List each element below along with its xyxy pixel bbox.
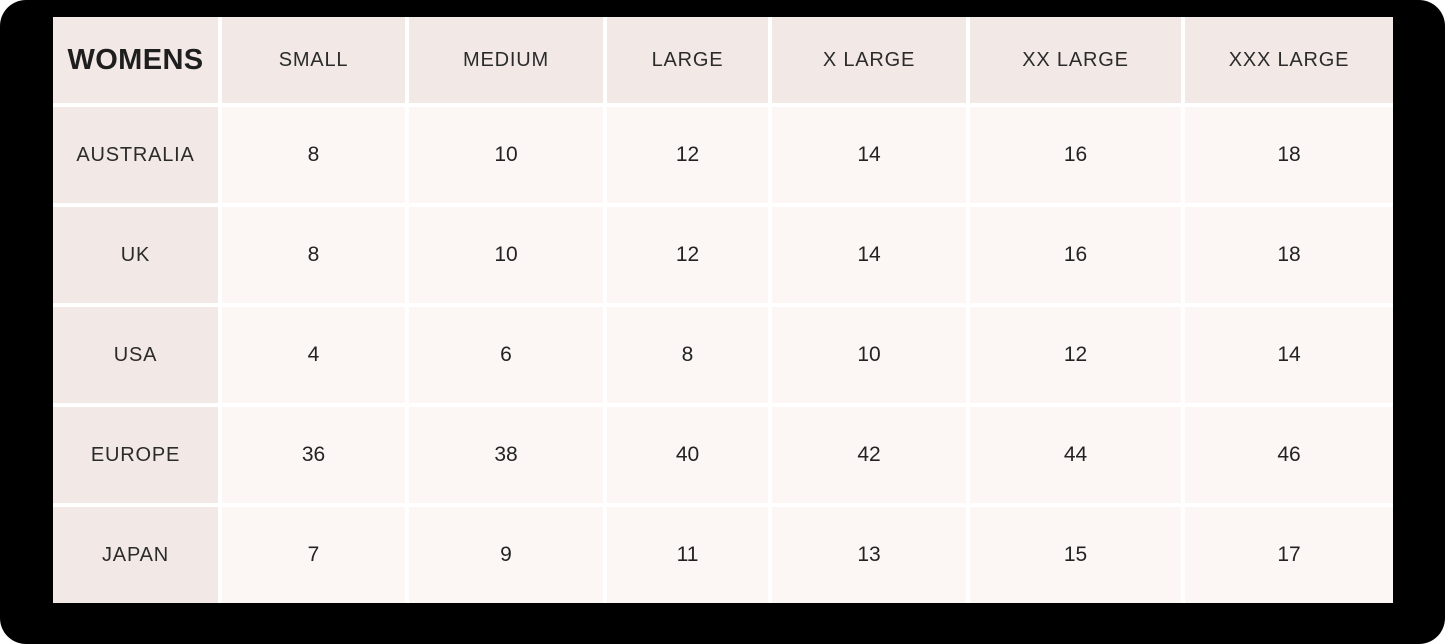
size-cell-usa-medium: 6 (409, 307, 603, 403)
size-cell-europe-medium: 38 (409, 407, 603, 503)
size-cell-usa-x-large: 10 (772, 307, 966, 403)
size-cell-uk-medium: 10 (409, 207, 603, 303)
size-cell-europe-small: 36 (222, 407, 405, 503)
size-cell-japan-large: 11 (607, 507, 768, 603)
size-cell-uk-large: 12 (607, 207, 768, 303)
size-cell-australia-xxx-large: 18 (1185, 107, 1393, 203)
size-cell-japan-xx-large: 15 (970, 507, 1181, 603)
size-cell-europe-x-large: 42 (772, 407, 966, 503)
size-cell-europe-xx-large: 44 (970, 407, 1181, 503)
size-cell-usa-large: 8 (607, 307, 768, 403)
column-header-small: SMALL (222, 17, 405, 103)
size-cell-uk-small: 8 (222, 207, 405, 303)
size-cell-australia-x-large: 14 (772, 107, 966, 203)
size-cell-japan-xxx-large: 17 (1185, 507, 1393, 603)
column-header-xx-large: XX LARGE (970, 17, 1181, 103)
row-label-japan: JAPAN (53, 507, 218, 603)
size-cell-japan-x-large: 13 (772, 507, 966, 603)
column-header-xxx-large: XXX LARGE (1185, 17, 1393, 103)
column-header-medium: MEDIUM (409, 17, 603, 103)
size-cell-usa-small: 4 (222, 307, 405, 403)
row-label-europe: EUROPE (53, 407, 218, 503)
size-cell-usa-xx-large: 12 (970, 307, 1181, 403)
size-cell-japan-medium: 9 (409, 507, 603, 603)
size-cell-australia-medium: 10 (409, 107, 603, 203)
column-header-x-large: X LARGE (772, 17, 966, 103)
table-title: WOMENS (53, 17, 218, 103)
size-cell-japan-small: 7 (222, 507, 405, 603)
size-cell-europe-large: 40 (607, 407, 768, 503)
size-cell-usa-xxx-large: 14 (1185, 307, 1393, 403)
row-label-uk: UK (53, 207, 218, 303)
row-label-australia: AUSTRALIA (53, 107, 218, 203)
size-cell-europe-xxx-large: 46 (1185, 407, 1393, 503)
row-label-usa: USA (53, 307, 218, 403)
column-header-large: LARGE (607, 17, 768, 103)
size-cell-australia-large: 12 (607, 107, 768, 203)
womens-size-conversion-table: WOMENS SMALL MEDIUM LARGE X LARGE XX LAR… (53, 17, 1393, 603)
size-cell-uk-xxx-large: 18 (1185, 207, 1393, 303)
size-cell-australia-small: 8 (222, 107, 405, 203)
size-cell-uk-x-large: 14 (772, 207, 966, 303)
size-cell-uk-xx-large: 16 (970, 207, 1181, 303)
size-cell-australia-xx-large: 16 (970, 107, 1181, 203)
